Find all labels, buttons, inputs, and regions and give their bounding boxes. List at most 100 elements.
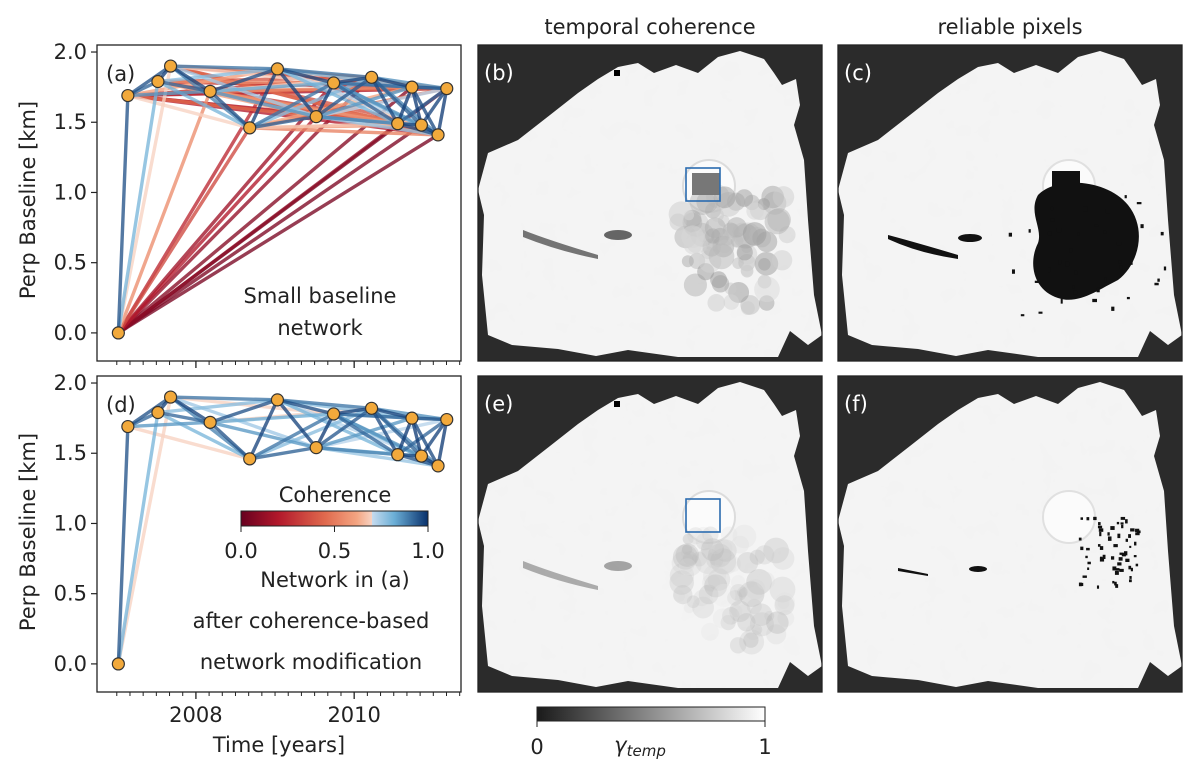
unreliable-pixels <box>1140 224 1144 229</box>
unreliable-pixels <box>1136 202 1142 205</box>
unreliable-pixels <box>1078 537 1082 541</box>
unreliable-pixels <box>1104 277 1107 283</box>
network-edge <box>275 67 400 126</box>
low-coherence-patch <box>710 548 737 575</box>
network-edge <box>208 420 318 450</box>
low-coherence-patch <box>771 250 793 271</box>
y-tick-label: 0.0 <box>54 652 87 676</box>
network-edge <box>275 67 374 80</box>
low-coherence-patch <box>703 564 727 588</box>
unreliable-pixels <box>1082 575 1087 578</box>
network-node <box>270 393 285 407</box>
network-node <box>270 62 285 76</box>
y-axis-label-d: Perp Baseline [km] <box>16 433 40 631</box>
low-coherence-patch <box>756 571 775 591</box>
low-coherence-patch <box>669 563 695 588</box>
low-coherence-patch <box>771 547 795 570</box>
network-edge <box>156 79 212 94</box>
low-coherence-patch <box>711 538 733 560</box>
low-coherence-patch <box>739 629 765 655</box>
annotation-d-line-3: network modification <box>200 650 422 674</box>
network-edge <box>314 417 449 450</box>
low-coherence-patch <box>729 600 751 623</box>
y-tick-label: 1.0 <box>54 511 87 535</box>
network-edge <box>248 406 374 461</box>
column-title-temporal-coherence: temporal coherence <box>544 15 755 39</box>
unreliable-pixels <box>1128 565 1132 570</box>
unreliable-pixels <box>1112 566 1117 571</box>
unreliable-pixels <box>1121 524 1124 529</box>
unreliable-pixels <box>1078 582 1082 587</box>
unreliable-pixels <box>1118 557 1123 561</box>
low-coherence-patch <box>683 602 695 614</box>
unreliable-pixels <box>1085 555 1088 559</box>
network-edge <box>116 424 130 666</box>
network-edge <box>436 86 449 137</box>
low-coherence-patch <box>707 568 731 591</box>
network-edge <box>168 64 318 119</box>
network-edge <box>419 86 449 127</box>
low-coherence-patch <box>732 524 757 549</box>
unreliable-pixels <box>1093 516 1097 521</box>
unreliable-pixels <box>1119 552 1124 555</box>
network-edge <box>116 126 252 335</box>
network-edge <box>126 89 212 98</box>
unreliable-pixels <box>1111 195 1116 198</box>
gamma-colorbar-label: γtemp <box>614 733 666 760</box>
network-edge <box>116 79 160 335</box>
unreliable-pixels <box>1123 551 1128 556</box>
low-coherence-patch <box>712 608 733 629</box>
unreliable-pixels <box>1115 584 1119 588</box>
low-coherence-patch <box>722 607 740 625</box>
low-coherence-patch <box>758 258 771 271</box>
unreliable-pixels <box>1086 517 1090 521</box>
network-edge <box>248 398 280 461</box>
low-coherence-patch <box>682 551 697 566</box>
unreliable-pixels <box>1125 558 1130 563</box>
network-edge <box>116 123 424 335</box>
low-coherence-patch <box>675 543 700 567</box>
low-coherence-patch <box>740 301 755 316</box>
unreliable-pixels <box>898 568 928 576</box>
gamma-colorbar-tick-label-0: 0 <box>530 735 543 759</box>
image-panel-b <box>478 45 822 361</box>
low-coherence-patch <box>736 604 753 621</box>
unreliable-pixels <box>1119 568 1124 572</box>
unreliable-pixels <box>1163 266 1167 271</box>
unreliable-pixels <box>1103 230 1107 234</box>
axes-frame-a <box>96 44 462 362</box>
gamma-colorbar-group: 0 1 γtemp <box>530 706 772 760</box>
y-tick-label: 0.5 <box>54 251 87 275</box>
gamma-colorbar-tick-label-1: 1 <box>758 735 771 759</box>
low-coherence-streak <box>523 230 598 259</box>
low-coherence-patch <box>730 575 746 590</box>
colorbar-tick-label: 0.5 <box>318 539 351 563</box>
gamma-colorbar <box>536 706 766 722</box>
low-coherence-patch <box>702 526 719 543</box>
colorbar-tick-label: 0.0 <box>224 539 257 563</box>
network-node <box>111 657 125 671</box>
low-coherence-patch <box>671 551 695 575</box>
low-coherence-patch <box>745 624 762 641</box>
network-panel-d: 0.0 0.5 1.0 1.5 2.0 2008 2010 (d) Coherence 0… <box>16 371 462 757</box>
low-coherence-patch <box>672 544 698 570</box>
image-frame-e <box>477 375 823 693</box>
unreliable-pixels <box>1135 563 1139 567</box>
network-edge <box>410 416 440 468</box>
network-edge <box>208 67 280 94</box>
unreliable-pixels <box>1080 517 1084 520</box>
low-coherence-patch <box>720 615 736 631</box>
panel-label-e: (e) <box>484 392 513 416</box>
network-a-nodes <box>111 59 454 340</box>
network-edge <box>126 395 173 429</box>
panel-label-d: (d) <box>106 393 136 417</box>
network-edge <box>208 412 336 425</box>
low-coherence-patch <box>698 584 719 605</box>
coherence-colorbar-ticks: 0.0 0.5 1.0 <box>224 526 445 563</box>
unreliable-pixels <box>1110 526 1115 530</box>
low-coherence-patch <box>754 545 775 565</box>
low-coherence-patch <box>681 255 694 268</box>
caldera <box>682 490 736 544</box>
region-box <box>685 498 721 533</box>
unreliable-pixels <box>1128 534 1132 538</box>
